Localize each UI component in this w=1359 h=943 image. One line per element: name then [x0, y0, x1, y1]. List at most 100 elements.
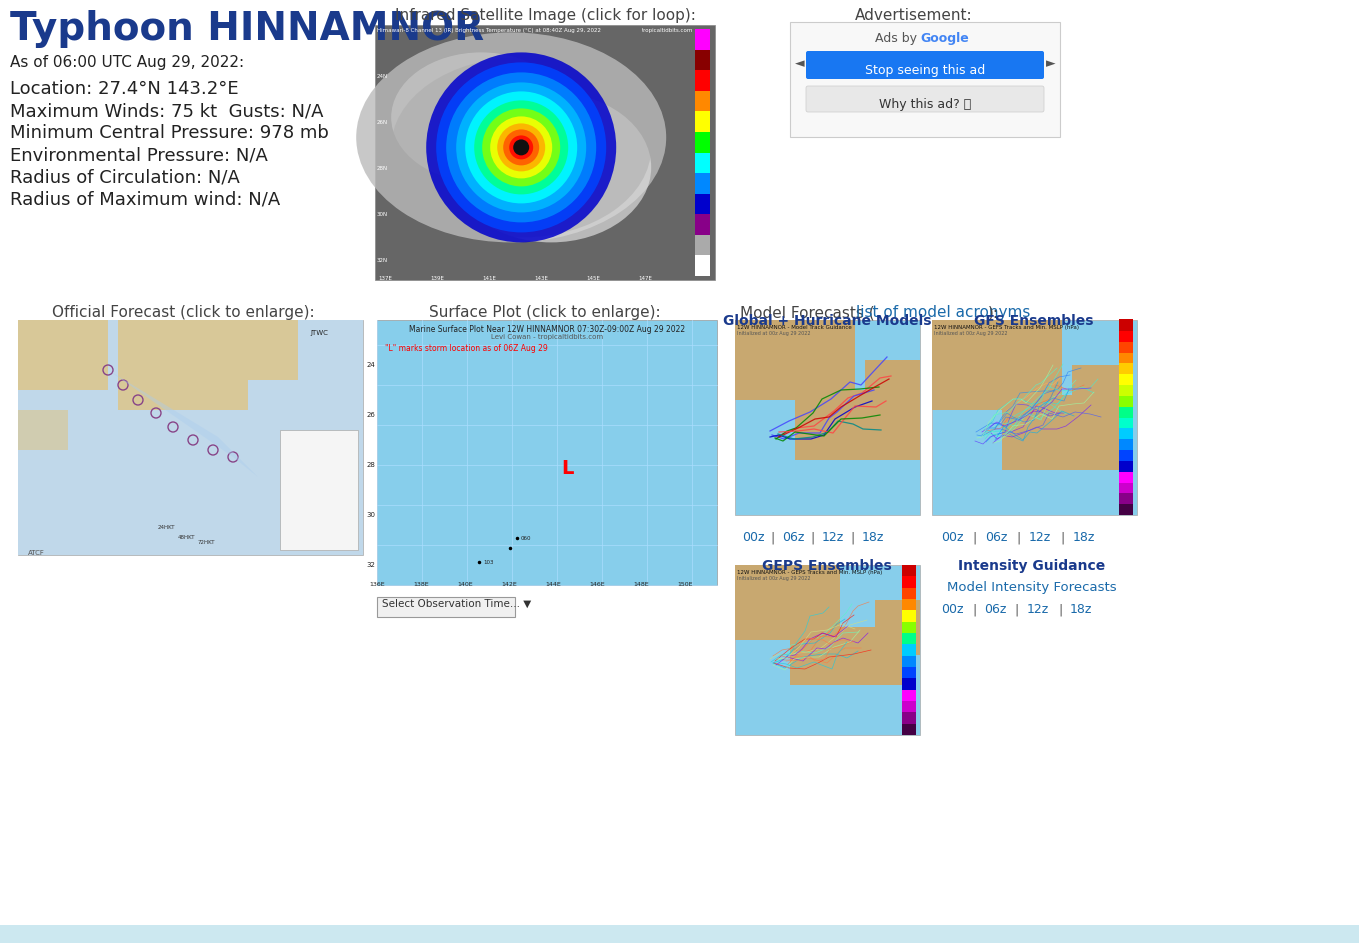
Text: Marine Surface Plot Near 12W HINNAMNOR 07:30Z-09:00Z Aug 29 2022: Marine Surface Plot Near 12W HINNAMNOR 0…: [409, 325, 685, 334]
Bar: [375, 25, 715, 280]
Bar: [280, 430, 357, 550]
Bar: [217, 320, 298, 380]
Bar: [694, 111, 709, 132]
Bar: [694, 91, 709, 111]
Text: Levi Cowan - tropicaltidbits.com: Levi Cowan - tropicaltidbits.com: [491, 334, 603, 340]
Bar: [902, 621, 916, 633]
Bar: [902, 678, 916, 689]
Bar: [694, 255, 709, 276]
Text: tropicaltidbits.com: tropicaltidbits.com: [641, 28, 693, 33]
Text: 30N: 30N: [376, 211, 389, 217]
Bar: [902, 633, 916, 644]
Text: Surface Plot (click to enlarge):: Surface Plot (click to enlarge):: [429, 305, 660, 320]
Text: |: |: [972, 603, 976, 616]
Bar: [18, 320, 363, 555]
Bar: [694, 193, 709, 214]
Text: Official Forecast (click to enlarge):: Official Forecast (click to enlarge):: [52, 305, 314, 320]
Circle shape: [436, 62, 606, 232]
FancyBboxPatch shape: [806, 86, 1044, 112]
Circle shape: [446, 73, 597, 223]
Text: 06z: 06z: [984, 603, 1006, 616]
Bar: [902, 576, 916, 587]
Bar: [694, 214, 709, 235]
Ellipse shape: [451, 92, 651, 242]
Bar: [118, 320, 247, 410]
Text: ◄: ◄: [795, 57, 805, 70]
Text: Model Intensity Forecasts: Model Intensity Forecasts: [947, 581, 1117, 594]
Circle shape: [457, 82, 586, 212]
Circle shape: [465, 91, 578, 204]
Text: 18z: 18z: [1070, 603, 1093, 616]
Text: 32N: 32N: [376, 257, 389, 262]
Polygon shape: [107, 370, 258, 477]
Circle shape: [474, 100, 568, 194]
Text: Global + Hurricane Models: Global + Hurricane Models: [723, 314, 931, 328]
Ellipse shape: [391, 53, 571, 182]
Text: |: |: [1057, 603, 1063, 616]
Text: Advertisement:: Advertisement:: [855, 8, 973, 23]
Text: Stop seeing this ad: Stop seeing this ad: [864, 64, 985, 77]
Circle shape: [510, 136, 533, 159]
Bar: [1118, 417, 1133, 428]
Text: 060: 060: [520, 536, 531, 540]
Text: Radius of Circulation: N/A: Radius of Circulation: N/A: [10, 168, 241, 186]
Text: 00z: 00z: [940, 603, 964, 616]
Text: 24HKT: 24HKT: [158, 525, 175, 530]
Text: Ads by: Ads by: [875, 32, 917, 45]
Bar: [1118, 450, 1133, 461]
FancyBboxPatch shape: [376, 597, 515, 617]
Bar: [1118, 482, 1133, 493]
Text: "L" marks storm location as of 06Z Aug 29: "L" marks storm location as of 06Z Aug 2…: [385, 344, 548, 353]
Bar: [1118, 428, 1133, 439]
Text: JTWC: JTWC: [310, 330, 328, 336]
Text: Radius of Maximum wind: N/A: Radius of Maximum wind: N/A: [10, 190, 280, 208]
Text: ):: ):: [988, 305, 999, 320]
Bar: [902, 667, 916, 678]
Text: 147E: 147E: [639, 276, 652, 281]
Bar: [694, 173, 709, 193]
Bar: [694, 28, 709, 50]
Text: Initialized at 00z Aug 29 2022: Initialized at 00z Aug 29 2022: [934, 331, 1007, 336]
Bar: [932, 320, 1137, 515]
Text: |: |: [1017, 531, 1021, 544]
Text: Minimum Central Pressure: 978 mb: Minimum Central Pressure: 978 mb: [10, 124, 329, 142]
Bar: [735, 565, 920, 735]
Text: Infrared Satellite Image (click for loop):: Infrared Satellite Image (click for loop…: [394, 8, 696, 23]
Bar: [1118, 493, 1133, 505]
Text: Why this ad? ⓘ: Why this ad? ⓘ: [879, 98, 972, 111]
Text: 12z: 12z: [822, 531, 844, 544]
Circle shape: [503, 129, 540, 165]
Text: 145E: 145E: [586, 276, 599, 281]
Bar: [1118, 504, 1133, 515]
Circle shape: [514, 140, 529, 156]
Text: L: L: [561, 458, 573, 477]
Bar: [1072, 365, 1127, 430]
FancyBboxPatch shape: [806, 51, 1044, 79]
Text: 32: 32: [366, 562, 375, 568]
Text: 18z: 18z: [862, 531, 885, 544]
Ellipse shape: [391, 58, 651, 238]
Bar: [932, 320, 1061, 410]
Ellipse shape: [356, 32, 666, 242]
Bar: [1118, 320, 1133, 331]
Text: |: |: [771, 531, 775, 544]
Text: Typhoon HINNAMNOR: Typhoon HINNAMNOR: [10, 10, 484, 48]
Bar: [864, 360, 920, 420]
Text: 143E: 143E: [534, 276, 548, 281]
Text: ATCF: ATCF: [29, 550, 45, 556]
Circle shape: [491, 116, 552, 178]
Bar: [1002, 395, 1127, 470]
Bar: [694, 70, 709, 91]
Bar: [694, 234, 709, 256]
Text: 138E: 138E: [413, 582, 429, 587]
Bar: [1118, 438, 1133, 450]
Text: |: |: [1060, 531, 1064, 544]
Text: |: |: [1015, 603, 1019, 616]
Bar: [902, 689, 916, 701]
Bar: [1118, 385, 1133, 396]
Bar: [735, 320, 855, 400]
Text: Initialized at 00z Aug 29 2022: Initialized at 00z Aug 29 2022: [737, 331, 810, 336]
Text: 12W HINNAMNOR - GEFS Tracks and Min. MSLP (hPa): 12W HINNAMNOR - GEFS Tracks and Min. MSL…: [934, 325, 1079, 330]
Bar: [694, 152, 709, 174]
Circle shape: [427, 53, 616, 242]
